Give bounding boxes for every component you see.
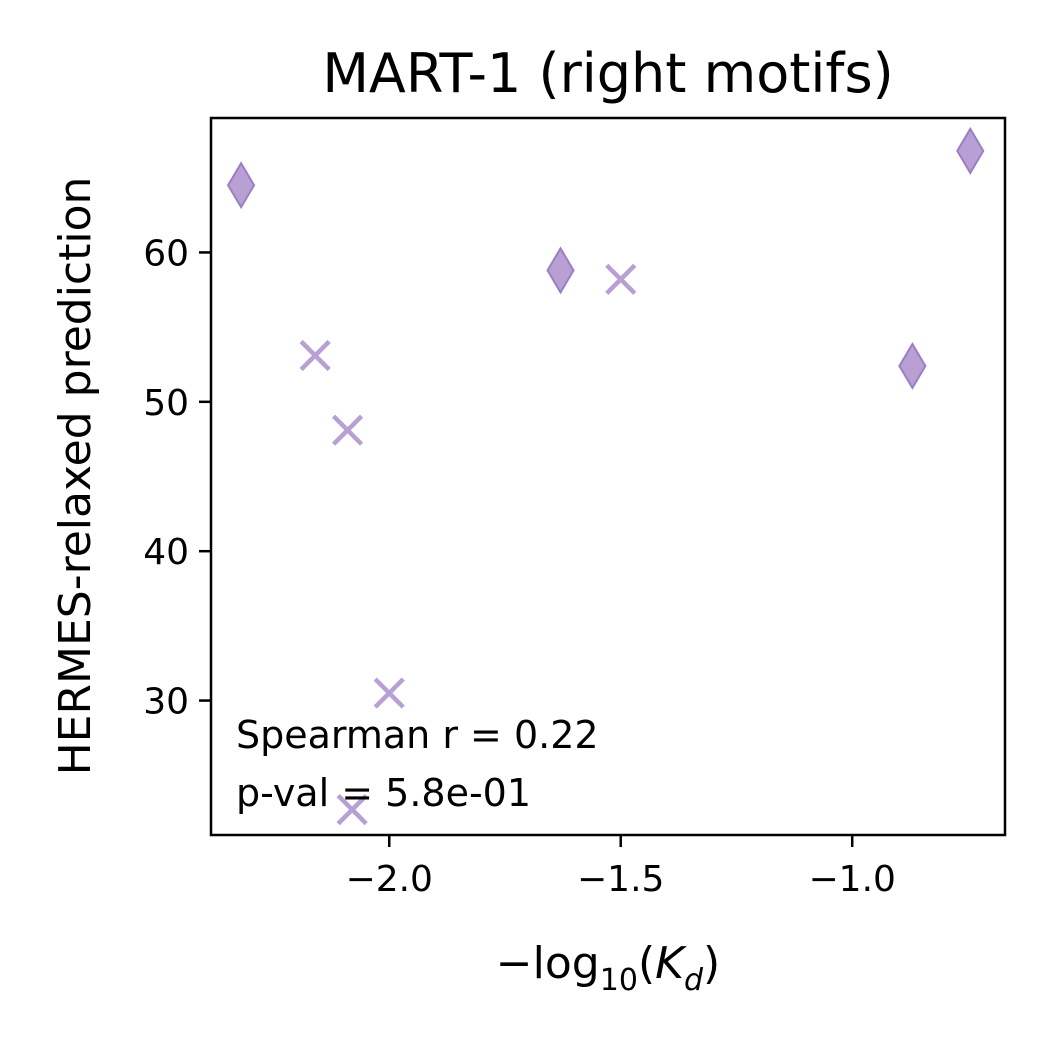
y-tick-label: 30 <box>143 682 189 723</box>
x-marker <box>299 339 331 372</box>
y-tick-label: 50 <box>143 383 189 424</box>
x-marker <box>373 677 405 709</box>
x-label-var: K <box>655 938 687 989</box>
plot-frame <box>209 116 1007 837</box>
axis-ticks: −2.0 −1.5 −1.0 30 40 50 60 <box>143 233 896 900</box>
x-marker <box>336 794 368 826</box>
pval-annotation: p-val = 5.8e-01 <box>236 771 531 815</box>
diamond-marker <box>546 246 575 295</box>
x-tick-label: −1.5 <box>577 859 664 900</box>
x-label-open: ( <box>638 938 655 989</box>
x-label-var-subscript: d <box>684 963 704 998</box>
y-axis-label: HERMES-relaxed prediction <box>50 177 101 776</box>
diamond-marker <box>956 126 985 175</box>
x-label-close: ) <box>703 938 720 989</box>
x-label-prefix: −log <box>496 938 600 989</box>
x-tick-label: −2.0 <box>346 859 433 900</box>
diamond-marker <box>898 341 927 390</box>
y-tick-label: 60 <box>143 233 189 274</box>
y-tick-label: 40 <box>143 532 189 573</box>
x-axis-label: −log10(Kd) <box>496 938 720 998</box>
x-tick-label: −1.0 <box>809 859 896 900</box>
spearman-annotation: Spearman r = 0.22 <box>236 713 599 757</box>
x-marker <box>331 414 364 446</box>
x-label-subscript: 10 <box>600 963 638 998</box>
x-marker <box>605 263 637 295</box>
diamond-marker <box>226 161 256 210</box>
chart-title: MART-1 (right motifs) <box>322 42 893 105</box>
data-points <box>226 126 985 826</box>
